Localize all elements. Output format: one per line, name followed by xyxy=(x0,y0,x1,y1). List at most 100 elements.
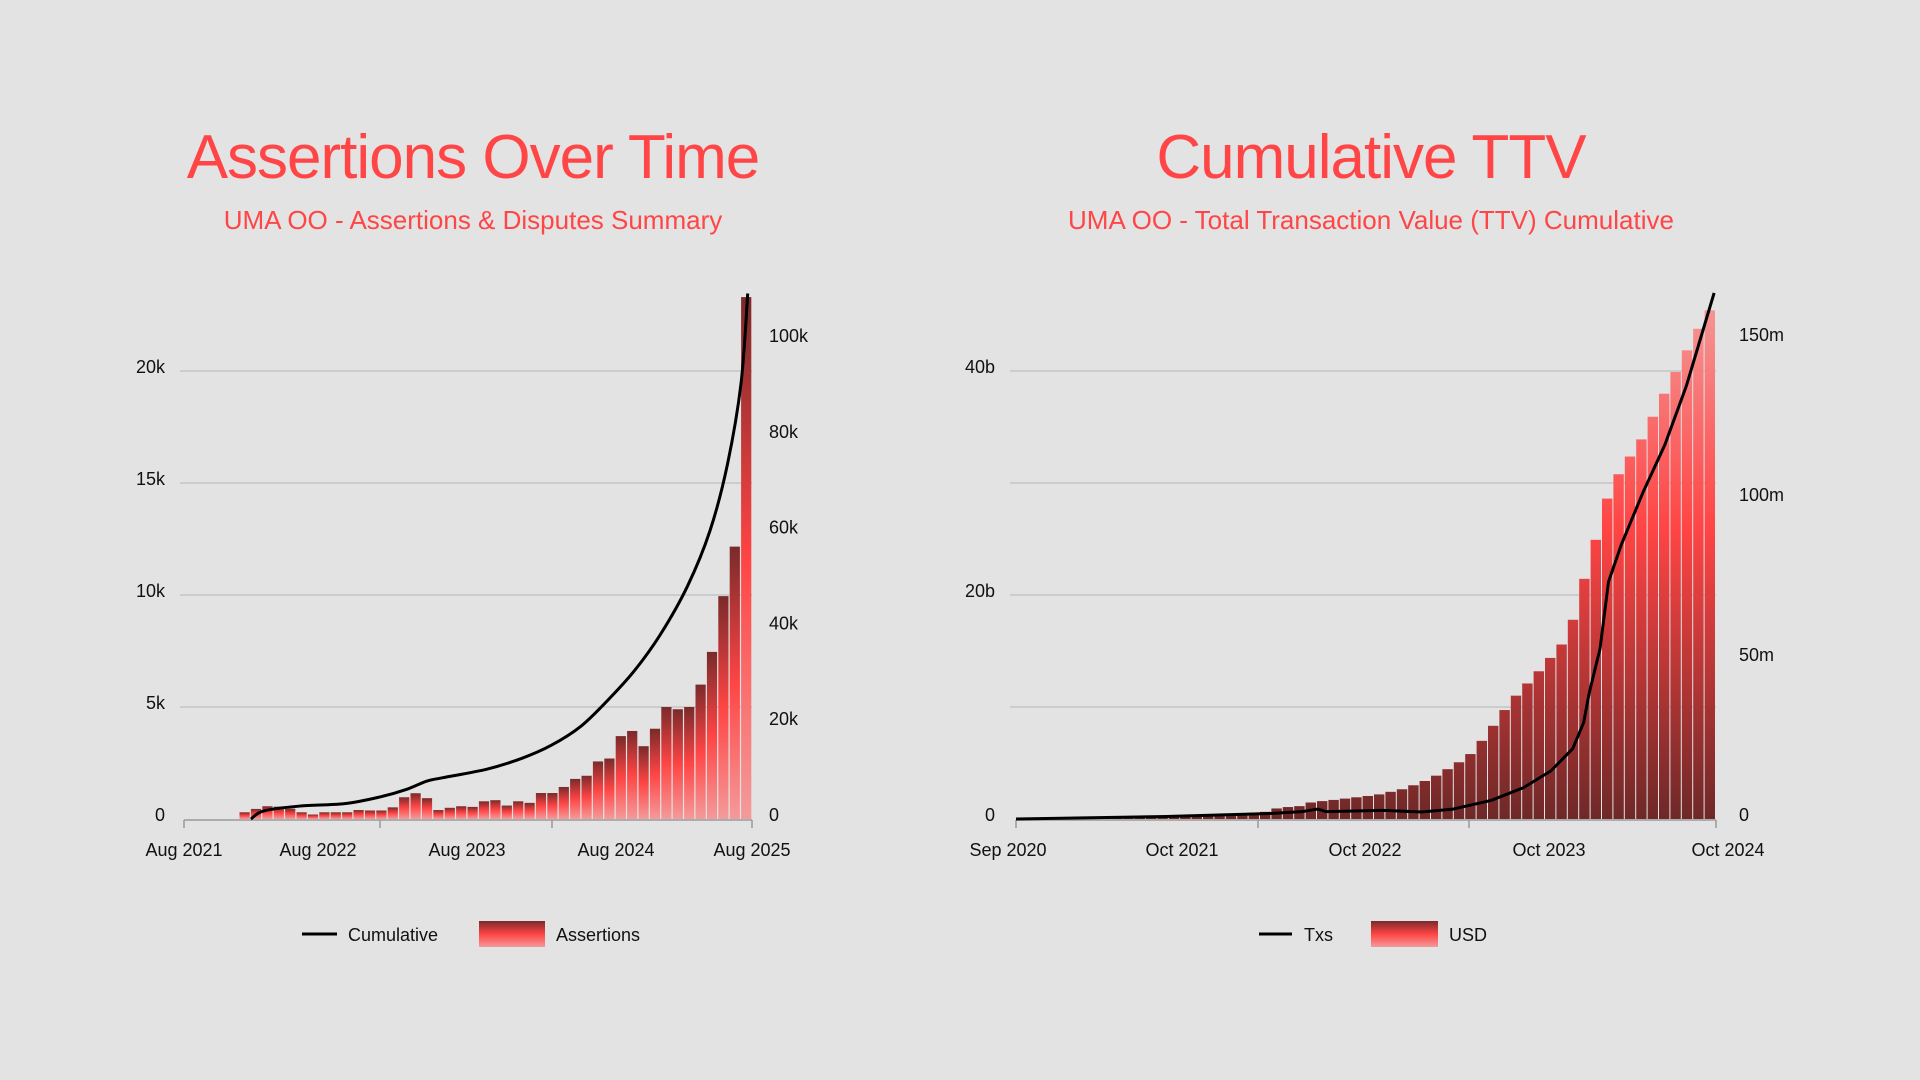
y-right-tick-label: 0 xyxy=(769,805,779,825)
assertions-bar xyxy=(239,812,250,819)
right-chart-title: Cumulative TTV xyxy=(1156,123,1586,192)
assertions-bar xyxy=(285,808,296,819)
legend-bar-swatch xyxy=(479,921,545,947)
assertions-bar xyxy=(741,297,752,820)
usd-area-bar xyxy=(1214,814,1225,819)
usd-area-bar xyxy=(1431,775,1442,819)
assertions-bar xyxy=(547,793,558,819)
usd-area-bar xyxy=(1624,456,1636,819)
usd-area-bar xyxy=(1168,817,1180,819)
assertions-bar xyxy=(627,730,638,819)
ttv-chart: 0 20b 40b 0 50m 100m 150m Sep 2020 Oct 2021 Oct 2… xyxy=(965,292,1784,860)
x-tick-label: Oct 2024 xyxy=(1691,840,1764,860)
y-right-tick-label: 40k xyxy=(769,613,799,633)
assertions-bar xyxy=(649,728,661,819)
x-tick-label: Aug 2024 xyxy=(577,840,654,860)
usd-area-bar xyxy=(1374,794,1385,819)
y-right-tick-label: 80k xyxy=(769,422,799,442)
usd-area-bar xyxy=(1260,811,1271,819)
assertions-bar xyxy=(706,651,718,819)
usd-area-bar xyxy=(1157,817,1168,819)
usd-area-bar xyxy=(1248,812,1259,819)
usd-area-bar xyxy=(1476,740,1487,819)
assertions-bar xyxy=(399,797,410,819)
x-tick-label: Aug 2021 xyxy=(145,840,222,860)
x-tick-label: Aug 2025 xyxy=(713,840,790,860)
usd-area-bar xyxy=(1556,644,1567,819)
usd-area-bar xyxy=(1488,725,1499,819)
legend-label-usd: USD xyxy=(1449,925,1487,945)
usd-area-bar xyxy=(1602,498,1613,819)
right-chart-subtitle: UMA OO - Total Transaction Value (TTV) C… xyxy=(1068,205,1674,235)
assertions-bar xyxy=(684,707,695,819)
usd-area-bar xyxy=(1613,474,1624,819)
x-tick-label: Aug 2022 xyxy=(279,840,356,860)
usd-area-bar xyxy=(1180,816,1191,819)
y-right-tick-label: 0 xyxy=(1739,805,1749,825)
assertions-bar xyxy=(672,709,683,819)
y-right-tick-label: 20k xyxy=(769,709,799,729)
assertions-bar xyxy=(444,807,455,819)
assertions-chart: 0 5k 10k 15k 20k 0 20k 40k 60k 80k 100k Aug 2021 Aug… xyxy=(136,293,809,860)
y-left-tick-label: 15k xyxy=(136,469,166,489)
assertions-bar xyxy=(421,798,433,819)
usd-area-bar xyxy=(1396,789,1408,819)
assertions-bar xyxy=(478,801,490,819)
x-tick-label: Oct 2021 xyxy=(1145,840,1218,860)
y-left-tick-label: 40b xyxy=(965,357,995,377)
y-right-tick-label: 100m xyxy=(1739,485,1784,505)
usd-area-bar xyxy=(1453,762,1465,819)
x-tick-label: Oct 2023 xyxy=(1512,840,1585,860)
usd-area-bar xyxy=(1362,795,1373,819)
usd-area-bar xyxy=(1237,813,1248,819)
assertions-bar xyxy=(501,805,512,819)
assertions-bar xyxy=(307,814,319,819)
assertions-bar xyxy=(410,793,421,819)
usd-area-bar xyxy=(1670,371,1681,819)
txs-line xyxy=(1015,292,1716,821)
assertions-bar xyxy=(558,786,569,819)
assertions-bar xyxy=(296,812,307,819)
usd-area-bar xyxy=(1385,791,1396,819)
left-chart-subtitle: UMA OO - Assertions & Disputes Summary xyxy=(223,205,723,235)
y-right-tick-label: 100k xyxy=(769,326,809,346)
assertions-bar xyxy=(490,800,501,819)
usd-area-bar xyxy=(1567,619,1579,819)
right-legend: Txs USD xyxy=(1259,921,1487,947)
assertions-bar xyxy=(319,812,330,819)
y-left-tick-label: 0 xyxy=(155,805,165,825)
assertions-bar xyxy=(581,775,592,819)
assertions-bar xyxy=(273,806,284,819)
y-left-tick-label: 0 xyxy=(985,805,995,825)
y-right-tick-label: 50m xyxy=(1739,645,1774,665)
assertions-bar xyxy=(592,761,604,819)
assertions-bar xyxy=(604,758,615,819)
assertions-bar xyxy=(364,810,376,819)
y-left-tick-label: 20b xyxy=(965,581,995,601)
assertions-bar xyxy=(330,812,341,819)
usd-area-bar xyxy=(1203,815,1214,819)
legend-label-txs: Txs xyxy=(1304,925,1333,945)
usd-area-bar xyxy=(1408,785,1419,819)
assertions-bar xyxy=(661,707,672,819)
legend-area-swatch xyxy=(1371,921,1438,947)
assertions-bar xyxy=(638,746,649,819)
legend-label-assertions: Assertions xyxy=(556,925,640,945)
usd-area-bar xyxy=(1499,710,1510,819)
usd-area-bar xyxy=(1545,657,1556,819)
usd-area-bar xyxy=(1191,815,1202,819)
assertions-bar xyxy=(467,806,478,819)
usd-area-bar xyxy=(1522,683,1533,819)
usd-area-bar xyxy=(1533,671,1544,819)
assertions-bar xyxy=(353,810,364,819)
usd-area-bar xyxy=(1351,797,1362,819)
x-tick-label: Aug 2023 xyxy=(428,840,505,860)
x-tick-label: Sep 2020 xyxy=(969,840,1046,860)
assertions-bar xyxy=(524,802,535,819)
usd-area-bar xyxy=(1579,578,1590,819)
assertions-bar xyxy=(456,806,467,819)
usd-area-bar xyxy=(1510,695,1522,819)
usd-area-bar xyxy=(1681,350,1693,819)
usd-area-bar xyxy=(1659,393,1670,819)
